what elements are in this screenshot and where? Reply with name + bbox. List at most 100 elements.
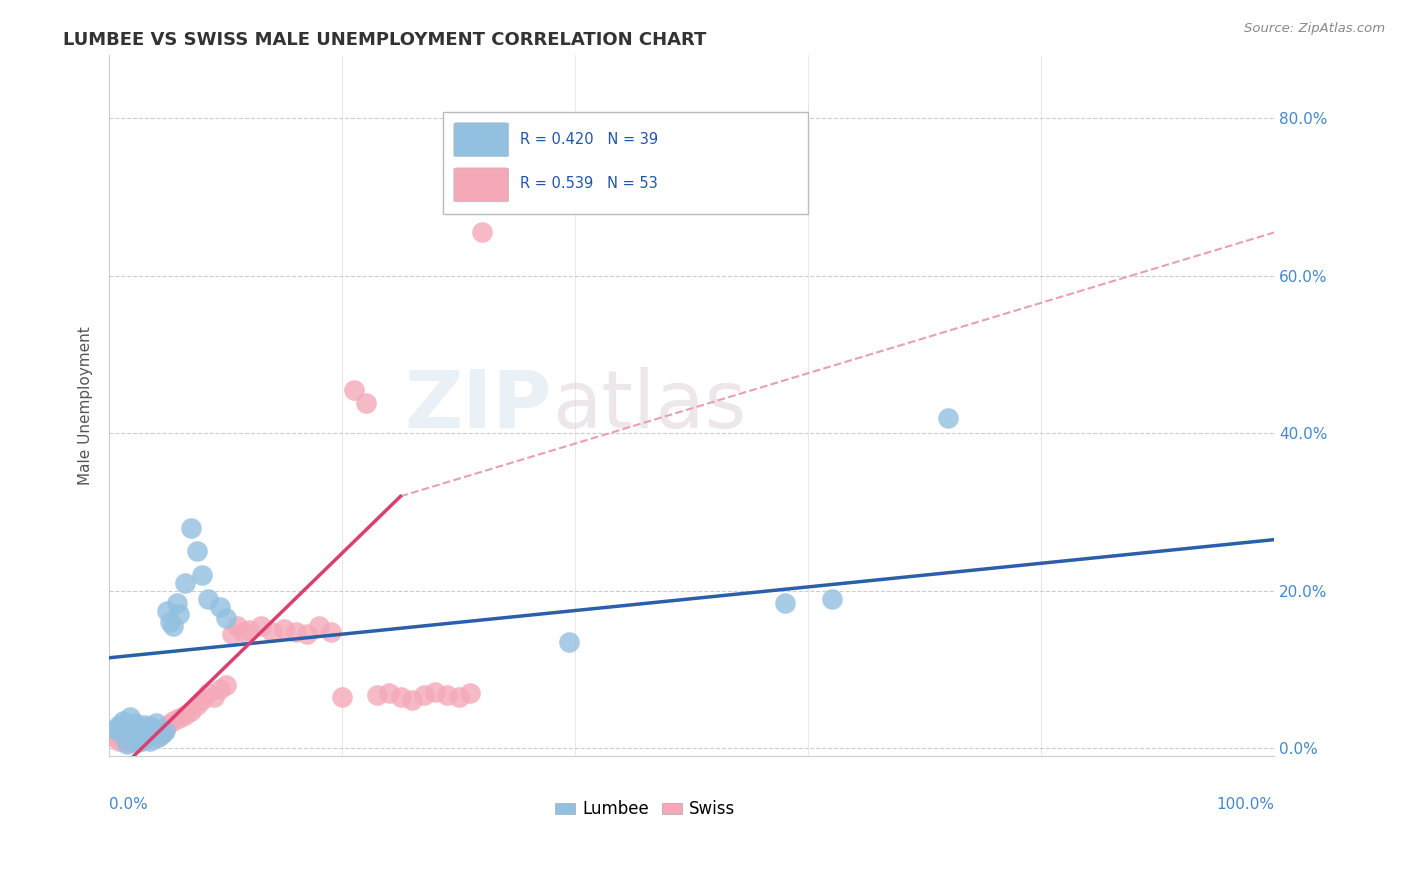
Point bbox=[120, 727, 142, 741]
Point bbox=[936, 410, 959, 425]
Point bbox=[180, 521, 202, 535]
Point bbox=[238, 624, 260, 638]
Point bbox=[145, 716, 167, 731]
Point bbox=[159, 615, 181, 630]
Point bbox=[174, 708, 197, 723]
Point bbox=[131, 733, 153, 747]
Text: 0.0%: 0.0% bbox=[110, 797, 148, 812]
Text: LUMBEE VS SWISS MALE UNEMPLOYMENT CORRELATION CHART: LUMBEE VS SWISS MALE UNEMPLOYMENT CORREL… bbox=[63, 31, 707, 49]
Legend: Lumbee, Swiss: Lumbee, Swiss bbox=[548, 794, 742, 825]
Point bbox=[215, 678, 238, 692]
Point bbox=[343, 383, 366, 397]
Text: 100.0%: 100.0% bbox=[1216, 797, 1274, 812]
Point bbox=[186, 544, 208, 558]
Point bbox=[121, 730, 143, 744]
Point bbox=[134, 731, 156, 746]
Point bbox=[156, 717, 179, 731]
Point bbox=[249, 619, 271, 633]
Point bbox=[121, 724, 143, 739]
Point bbox=[153, 722, 176, 736]
Point bbox=[112, 714, 135, 728]
Point bbox=[115, 719, 138, 733]
Point bbox=[150, 727, 173, 741]
Point bbox=[174, 576, 197, 591]
Point bbox=[820, 591, 842, 606]
Point bbox=[558, 635, 581, 649]
Text: R = 0.420   N = 39: R = 0.420 N = 39 bbox=[520, 132, 658, 147]
Point bbox=[284, 624, 307, 639]
Point bbox=[773, 596, 796, 610]
Point bbox=[162, 619, 184, 633]
Point bbox=[197, 591, 219, 606]
Point bbox=[148, 730, 170, 744]
Point bbox=[354, 396, 377, 410]
Point bbox=[115, 738, 138, 752]
Point bbox=[436, 688, 458, 702]
Point bbox=[139, 733, 162, 747]
Point bbox=[226, 619, 249, 633]
Point bbox=[471, 226, 494, 240]
Point bbox=[124, 722, 146, 736]
Point bbox=[262, 624, 284, 639]
FancyBboxPatch shape bbox=[454, 123, 509, 157]
Point bbox=[202, 690, 225, 705]
Point bbox=[273, 622, 295, 636]
Point bbox=[208, 599, 231, 614]
Point bbox=[378, 686, 401, 700]
Point bbox=[197, 686, 219, 700]
Point bbox=[107, 733, 129, 747]
Point bbox=[127, 731, 149, 746]
Point bbox=[124, 716, 146, 731]
Point bbox=[104, 730, 127, 744]
Point bbox=[134, 725, 156, 739]
Point bbox=[180, 704, 202, 718]
Point bbox=[232, 624, 254, 639]
Point bbox=[135, 724, 157, 739]
Text: ZIP: ZIP bbox=[405, 367, 553, 445]
Point bbox=[366, 688, 388, 702]
Y-axis label: Male Unemployment: Male Unemployment bbox=[79, 326, 93, 485]
Point bbox=[153, 724, 176, 739]
Point bbox=[156, 603, 179, 617]
Point bbox=[131, 727, 153, 741]
Point bbox=[112, 731, 135, 746]
Point bbox=[447, 690, 470, 705]
Point bbox=[139, 722, 162, 736]
Point bbox=[191, 568, 214, 582]
Point bbox=[330, 690, 353, 705]
Point bbox=[145, 724, 167, 739]
Point bbox=[208, 682, 231, 697]
Point bbox=[121, 735, 143, 749]
Point bbox=[135, 730, 157, 744]
Point bbox=[107, 717, 129, 731]
Point bbox=[148, 730, 170, 744]
Point bbox=[297, 627, 319, 641]
Point bbox=[186, 698, 208, 712]
Point bbox=[191, 692, 214, 706]
Point bbox=[127, 722, 149, 736]
Point bbox=[142, 722, 165, 736]
Point bbox=[110, 725, 132, 739]
Point bbox=[142, 727, 165, 741]
Point bbox=[120, 710, 142, 724]
Point bbox=[412, 688, 434, 702]
Point bbox=[104, 722, 127, 736]
Point bbox=[167, 607, 190, 622]
Point bbox=[425, 684, 447, 698]
Text: R = 0.539   N = 53: R = 0.539 N = 53 bbox=[520, 177, 658, 191]
FancyBboxPatch shape bbox=[454, 168, 509, 202]
Point bbox=[401, 692, 423, 706]
Point bbox=[460, 686, 482, 700]
Point bbox=[127, 735, 149, 749]
FancyBboxPatch shape bbox=[443, 112, 808, 214]
Point bbox=[167, 711, 190, 725]
Point bbox=[134, 717, 156, 731]
Point bbox=[215, 611, 238, 625]
Point bbox=[150, 725, 173, 739]
Text: Source: ZipAtlas.com: Source: ZipAtlas.com bbox=[1244, 22, 1385, 36]
Point bbox=[166, 596, 188, 610]
Point bbox=[221, 627, 243, 641]
Point bbox=[139, 719, 162, 733]
Point bbox=[308, 619, 330, 633]
Point bbox=[115, 735, 138, 749]
